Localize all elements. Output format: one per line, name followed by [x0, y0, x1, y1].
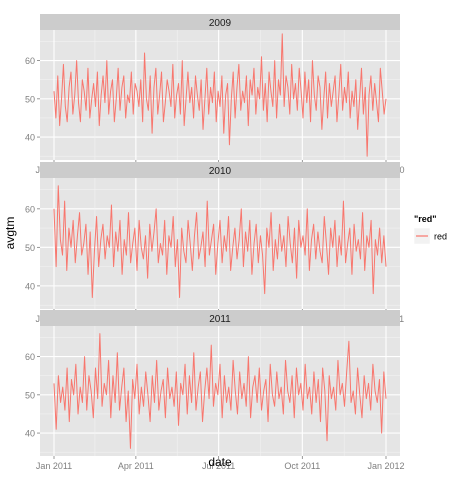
y-tick-label: 40 — [25, 133, 35, 143]
series-line-2011 — [53, 333, 387, 449]
facet-strip — [40, 310, 400, 326]
x-tick-label: Oct 2011 — [284, 461, 320, 471]
series-line-2009 — [53, 33, 387, 157]
y-tick-label: 60 — [25, 352, 35, 362]
facet-strip-label: 2010 — [209, 166, 232, 177]
y-tick-label: 40 — [25, 429, 35, 439]
x-tick-label: Jan 2012 — [367, 461, 404, 471]
y-tick-label: 40 — [25, 281, 35, 291]
x-tick-label: Jul 2011 — [202, 461, 235, 471]
legend-title: "red" — [414, 214, 437, 224]
y-tick-label: 60 — [25, 56, 35, 66]
y-tick-label: 50 — [25, 94, 35, 104]
x-tick-label: Apr 2011 — [118, 461, 154, 471]
y-tick-label: 50 — [25, 390, 35, 400]
plot-panel — [40, 178, 400, 309]
facet-strip-label: 2009 — [209, 18, 232, 29]
facet-strip — [40, 14, 400, 30]
legend-entry-label: red — [434, 232, 447, 242]
y-tick-label: 50 — [25, 243, 35, 253]
x-axis-title: date — [208, 455, 232, 469]
x-tick-label: Jan 2011 — [36, 461, 72, 471]
facet-strip-label: 2011 — [209, 314, 231, 325]
y-tick-label: 60 — [25, 204, 35, 214]
y-axis-title: avgtm — [3, 217, 17, 250]
plot-panel — [40, 30, 400, 160]
series-line-2010 — [53, 185, 387, 298]
facet-strip — [40, 162, 400, 178]
